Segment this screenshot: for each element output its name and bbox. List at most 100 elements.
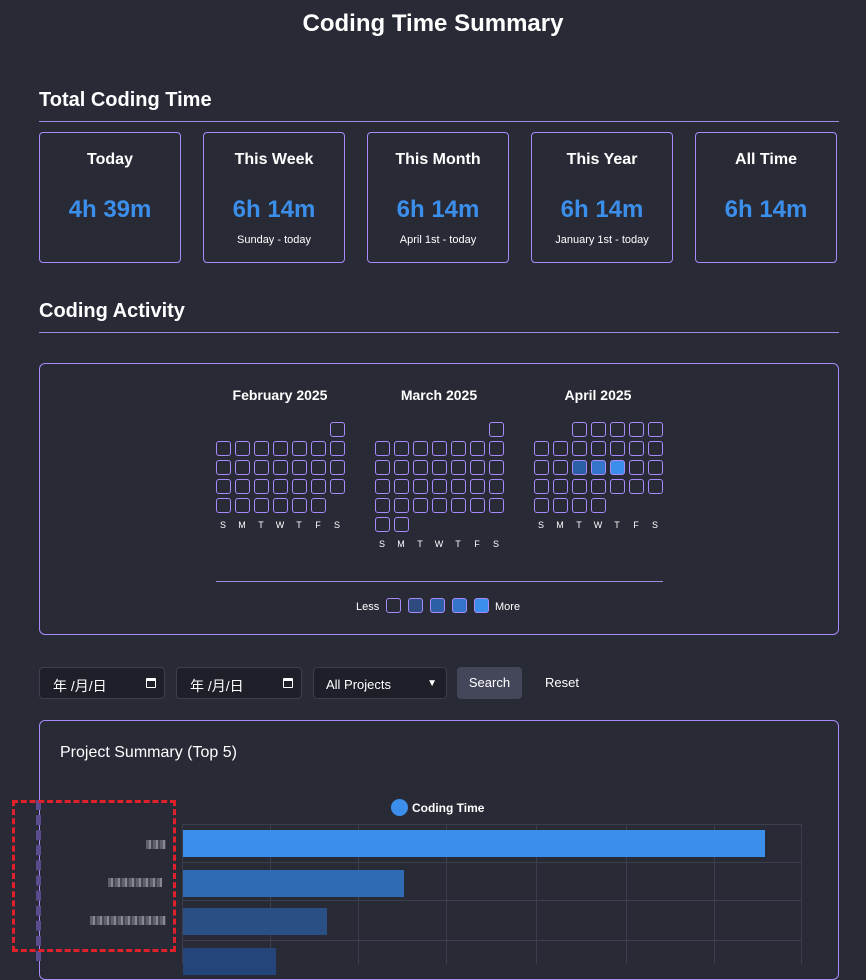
calendar-icon[interactable] <box>283 678 293 688</box>
heatmap-day-cell[interactable] <box>553 498 568 513</box>
heatmap-day-cell[interactable] <box>470 460 485 475</box>
heatmap-day-cell[interactable] <box>330 441 345 456</box>
heatmap-day-cell[interactable] <box>553 460 568 475</box>
heatmap-day-cell[interactable] <box>235 441 250 456</box>
heatmap-day-cell[interactable] <box>553 479 568 494</box>
heatmap-day-cell[interactable] <box>235 498 250 513</box>
heatmap-day-cell[interactable] <box>394 517 409 532</box>
heatmap-day-cell[interactable] <box>610 460 625 475</box>
heatmap-day-cell[interactable] <box>311 441 326 456</box>
heatmap-day-cell[interactable] <box>292 498 307 513</box>
heatmap-day-cell[interactable] <box>629 422 644 437</box>
heatmap-day-cell[interactable] <box>432 441 447 456</box>
heatmap-day-cell[interactable] <box>591 498 606 513</box>
heatmap-day-cell[interactable] <box>375 460 390 475</box>
heatmap-day-cell[interactable] <box>572 422 587 437</box>
heatmap-day-cell[interactable] <box>330 460 345 475</box>
project-bar[interactable] <box>183 870 404 897</box>
heatmap-day-cell[interactable] <box>413 460 428 475</box>
legend-label-coding-time[interactable]: Coding Time <box>412 801 485 815</box>
heatmap-day-cell[interactable] <box>534 441 549 456</box>
start-date-input[interactable]: 年 /月/日 <box>39 667 165 699</box>
heatmap-day-cell[interactable] <box>432 460 447 475</box>
heatmap-day-cell[interactable] <box>648 460 663 475</box>
heatmap-day-cell[interactable] <box>254 479 269 494</box>
heatmap-day-cell[interactable] <box>610 479 625 494</box>
heatmap-day-cell[interactable] <box>489 460 504 475</box>
heatmap-day-cell[interactable] <box>470 479 485 494</box>
heatmap-day-cell[interactable] <box>591 479 606 494</box>
heatmap-day-cell[interactable] <box>629 441 644 456</box>
heatmap-day-cell[interactable] <box>273 479 288 494</box>
heatmap-day-cell[interactable] <box>375 498 390 513</box>
heatmap-day-cell[interactable] <box>394 441 409 456</box>
heatmap-day-cell[interactable] <box>235 460 250 475</box>
heatmap-day-cell[interactable] <box>413 498 428 513</box>
heatmap-day-cell[interactable] <box>470 441 485 456</box>
search-button[interactable]: Search <box>457 667 522 699</box>
heatmap-day-cell[interactable] <box>413 441 428 456</box>
heatmap-day-cell[interactable] <box>451 479 466 494</box>
heatmap-day-cell[interactable] <box>330 479 345 494</box>
heatmap-day-cell[interactable] <box>629 479 644 494</box>
heatmap-day-cell[interactable] <box>591 460 606 475</box>
heatmap-day-cell[interactable] <box>273 460 288 475</box>
heatmap-day-cell[interactable] <box>451 441 466 456</box>
legend-swatch-coding-time[interactable] <box>391 799 408 816</box>
heatmap-day-cell[interactable] <box>311 498 326 513</box>
heatmap-day-cell[interactable] <box>489 479 504 494</box>
heatmap-day-cell[interactable] <box>311 460 326 475</box>
end-date-input[interactable]: 年 /月/日 <box>176 667 302 699</box>
project-bar[interactable] <box>183 908 327 935</box>
heatmap-day-cell[interactable] <box>572 479 587 494</box>
heatmap-day-cell[interactable] <box>534 460 549 475</box>
heatmap-day-cell[interactable] <box>591 422 606 437</box>
heatmap-day-cell[interactable] <box>292 441 307 456</box>
heatmap-day-cell[interactable] <box>375 479 390 494</box>
heatmap-day-cell[interactable] <box>254 498 269 513</box>
heatmap-day-cell[interactable] <box>534 498 549 513</box>
heatmap-day-cell[interactable] <box>489 422 504 437</box>
project-bar[interactable] <box>183 830 765 857</box>
heatmap-day-cell[interactable] <box>610 422 625 437</box>
heatmap-day-cell[interactable] <box>375 517 390 532</box>
heatmap-day-cell[interactable] <box>394 460 409 475</box>
heatmap-day-cell[interactable] <box>610 441 625 456</box>
heatmap-day-cell[interactable] <box>216 460 231 475</box>
heatmap-day-cell[interactable] <box>413 479 428 494</box>
heatmap-day-cell[interactable] <box>292 460 307 475</box>
heatmap-day-cell[interactable] <box>489 498 504 513</box>
project-bar[interactable] <box>183 948 276 975</box>
heatmap-day-cell[interactable] <box>273 498 288 513</box>
project-select[interactable]: All Projects ▼ <box>313 667 447 699</box>
heatmap-day-cell[interactable] <box>648 479 663 494</box>
heatmap-day-cell[interactable] <box>394 498 409 513</box>
heatmap-day-cell[interactable] <box>311 479 326 494</box>
heatmap-day-cell[interactable] <box>572 441 587 456</box>
heatmap-day-cell[interactable] <box>591 441 606 456</box>
heatmap-day-cell[interactable] <box>216 479 231 494</box>
heatmap-day-cell[interactable] <box>648 441 663 456</box>
heatmap-day-cell[interactable] <box>292 479 307 494</box>
heatmap-day-cell[interactable] <box>451 460 466 475</box>
heatmap-day-cell[interactable] <box>629 460 644 475</box>
heatmap-day-cell[interactable] <box>572 498 587 513</box>
heatmap-day-cell[interactable] <box>254 441 269 456</box>
heatmap-day-cell[interactable] <box>432 479 447 494</box>
heatmap-day-cell[interactable] <box>235 479 250 494</box>
heatmap-day-cell[interactable] <box>216 498 231 513</box>
heatmap-day-cell[interactable] <box>489 441 504 456</box>
heatmap-day-cell[interactable] <box>273 441 288 456</box>
heatmap-day-cell[interactable] <box>451 498 466 513</box>
heatmap-day-cell[interactable] <box>375 441 390 456</box>
heatmap-day-cell[interactable] <box>432 498 447 513</box>
reset-button[interactable]: Reset <box>545 675 579 690</box>
heatmap-day-cell[interactable] <box>572 460 587 475</box>
calendar-icon[interactable] <box>146 678 156 688</box>
heatmap-day-cell[interactable] <box>330 422 345 437</box>
heatmap-day-cell[interactable] <box>254 460 269 475</box>
heatmap-day-cell[interactable] <box>553 441 568 456</box>
heatmap-day-cell[interactable] <box>534 479 549 494</box>
heatmap-day-cell[interactable] <box>394 479 409 494</box>
heatmap-day-cell[interactable] <box>216 441 231 456</box>
